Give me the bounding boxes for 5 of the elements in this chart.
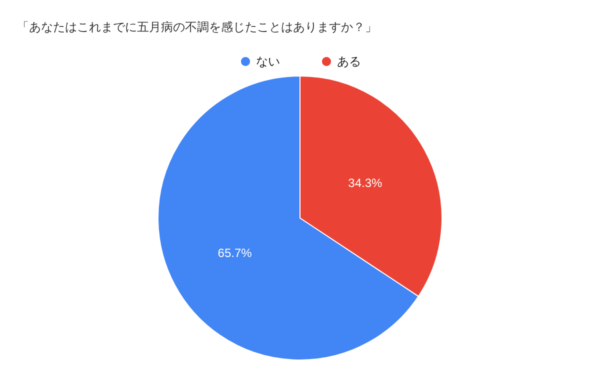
- chart-title: 「あなたはこれまでに五月病の不調を感じたことはありますか？」: [17, 20, 377, 34]
- data-label: 65.7%: [218, 246, 252, 260]
- legend-label: ある: [337, 54, 361, 68]
- legend-label: ない: [256, 54, 280, 68]
- data-label: 34.3%: [348, 176, 383, 190]
